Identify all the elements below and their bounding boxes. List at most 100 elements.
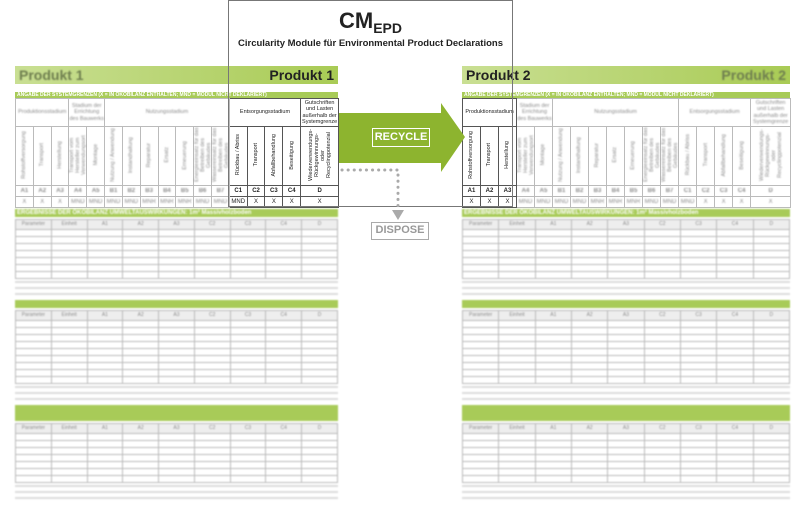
results-cell [498,376,536,385]
module-cell: Montage [533,125,554,187]
results-cell [193,271,231,280]
results-band [462,300,790,309]
results-legend [15,384,338,403]
results-cell [570,475,609,484]
results-header-row: Parameter Einheit A1 A2 A3 C2 C3 C4 D [15,219,338,231]
results-row [461,461,791,470]
stage-header: Gutschriften und Lasten außerhalb der Sy… [750,98,792,127]
results-cell [679,376,718,385]
results-band [462,405,790,422]
product-title-right: Produkt 1 [269,67,334,83]
results-cell [752,271,791,280]
results-row [461,355,791,364]
module-value: MND [210,196,230,209]
results-row [461,320,791,329]
system-boundaries-table: Produktionsstadium Stadium der Errichtung… [14,98,340,209]
results-cell [570,376,609,385]
results-cell [534,376,572,385]
dispose-arrowhead-icon [392,210,404,220]
cm-epd-subtitle: Circularity Module für Environmental Pro… [238,38,503,49]
product-title-left: Produkt 1 [19,67,84,83]
module-cell: Beseitigung [732,125,752,187]
results-cell [752,376,791,385]
results-table: Parameter Einheit A1 A2 A3 C2 C3 C4 D [461,310,791,385]
results-cell [643,475,681,484]
module-cell: Reparatur [139,125,159,187]
module-value: MND [121,196,141,209]
module-value: MNR [175,196,195,209]
module-code-row: A1 A2 A3 A4 A5 B1 B2 B3 B4 B5 B6 B7 C1 C2 C3 C4 D [462,185,792,198]
title-main: CM [338,8,374,33]
results-legend [15,279,338,298]
dispose-dotted-line [340,168,400,214]
product-panel-2: Produkt 2 Produkt 2 ANGABE DER SYSTEMGRENZ… [461,66,792,502]
module-cell: Instandhaltung [121,125,141,187]
results-table: Parameter Einheit A1 A2 A3 C2 C3 C4 D [461,219,791,280]
module-value-row: X X X MND MND MND MND MNR MNR MNR MND MND MND X X X X [15,196,340,209]
results-cell [158,271,195,280]
results-row [15,461,338,470]
module-value-row: X X X MND MND MND MND MNR MNR MNR MND MND MND X X X X [462,196,792,209]
results-table: Parameter Einheit A1 A2 A3 C2 C3 C4 D [461,423,791,484]
results-row [461,440,791,449]
module-value: X [300,196,340,209]
results-legend [462,279,790,298]
product-title-left: Produkt 2 [466,67,531,83]
module-value: X [732,196,752,209]
results-cell [193,376,231,385]
results-cell [534,475,572,484]
results-cell [643,376,681,385]
stage-row: Produktionsstadium Stadium der Errichtung… [462,98,792,127]
results-row [461,454,791,463]
results-cell [301,376,338,385]
results-cell [752,475,791,484]
results-cell [122,475,160,484]
results-cell [301,271,338,280]
results-row [15,271,338,280]
results-cell [570,271,609,280]
results-row [15,376,338,385]
results-row [461,334,791,343]
stage-row: Produktionsstadium Stadium der Errichtung… [14,98,340,127]
results-cell [679,475,718,484]
results-cell [498,271,536,280]
results-cell [643,271,681,280]
results-cell [607,376,645,385]
recycle-label: RECYCLE [372,128,430,147]
title-subscript: EPD [373,20,402,36]
module-value: MND [86,196,106,209]
module-name-row: Rohstoffversorgung Transport Herstellung Tr… [462,125,792,187]
results-cell [498,475,536,484]
results-row [461,376,791,385]
results-table: Parameter Einheit A1 A2 A3 C2 C3 C4 D [15,423,338,484]
results-cell [15,271,52,280]
results-row [461,271,791,280]
product-header: Produkt 1 Produkt 1 [15,66,338,84]
results-band [15,405,338,422]
results-row [15,264,338,273]
module-value: MND [533,196,554,209]
results-legend [462,483,790,502]
results-cell [158,475,195,484]
dispose-label: DISPOSE [371,222,429,240]
module-value: MND [193,196,212,209]
module-cell: Rohstoffversorgung [15,125,34,187]
results-header-row: Parameter Einheit A1 A2 A3 C2 C3 C4 D [461,423,791,435]
module-value: MNR [157,196,177,209]
results-table: Parameter Einheit A1 A2 A3 C2 C3 C4 D [15,310,338,385]
module-value: MND [228,196,248,209]
module-code-row: A1 A2 A3 A4 A5 B1 B2 B3 B4 B5 B6 B7 C1 C2 C3 C4 D [15,185,340,198]
product-panel-1: Produkt 1 Produkt 1 ANGABE DER SYSTEMGRENZ… [14,66,340,502]
results-cell [15,475,52,484]
results-row [461,475,791,484]
module-cell: Transport [32,125,52,187]
product-header: Produkt 2 Produkt 2 [462,66,790,84]
results-sections: ERGEBNISSE DER ÖKOBILANZ UMWELTAUSWIRKUN… [15,209,338,502]
module-value: MNR [606,196,626,209]
product-title-right: Produkt 2 [721,67,786,83]
module-value: MND [516,196,535,209]
module-cell: Ersatz [157,125,177,187]
cm-epd-title: CMEPD [228,8,513,36]
